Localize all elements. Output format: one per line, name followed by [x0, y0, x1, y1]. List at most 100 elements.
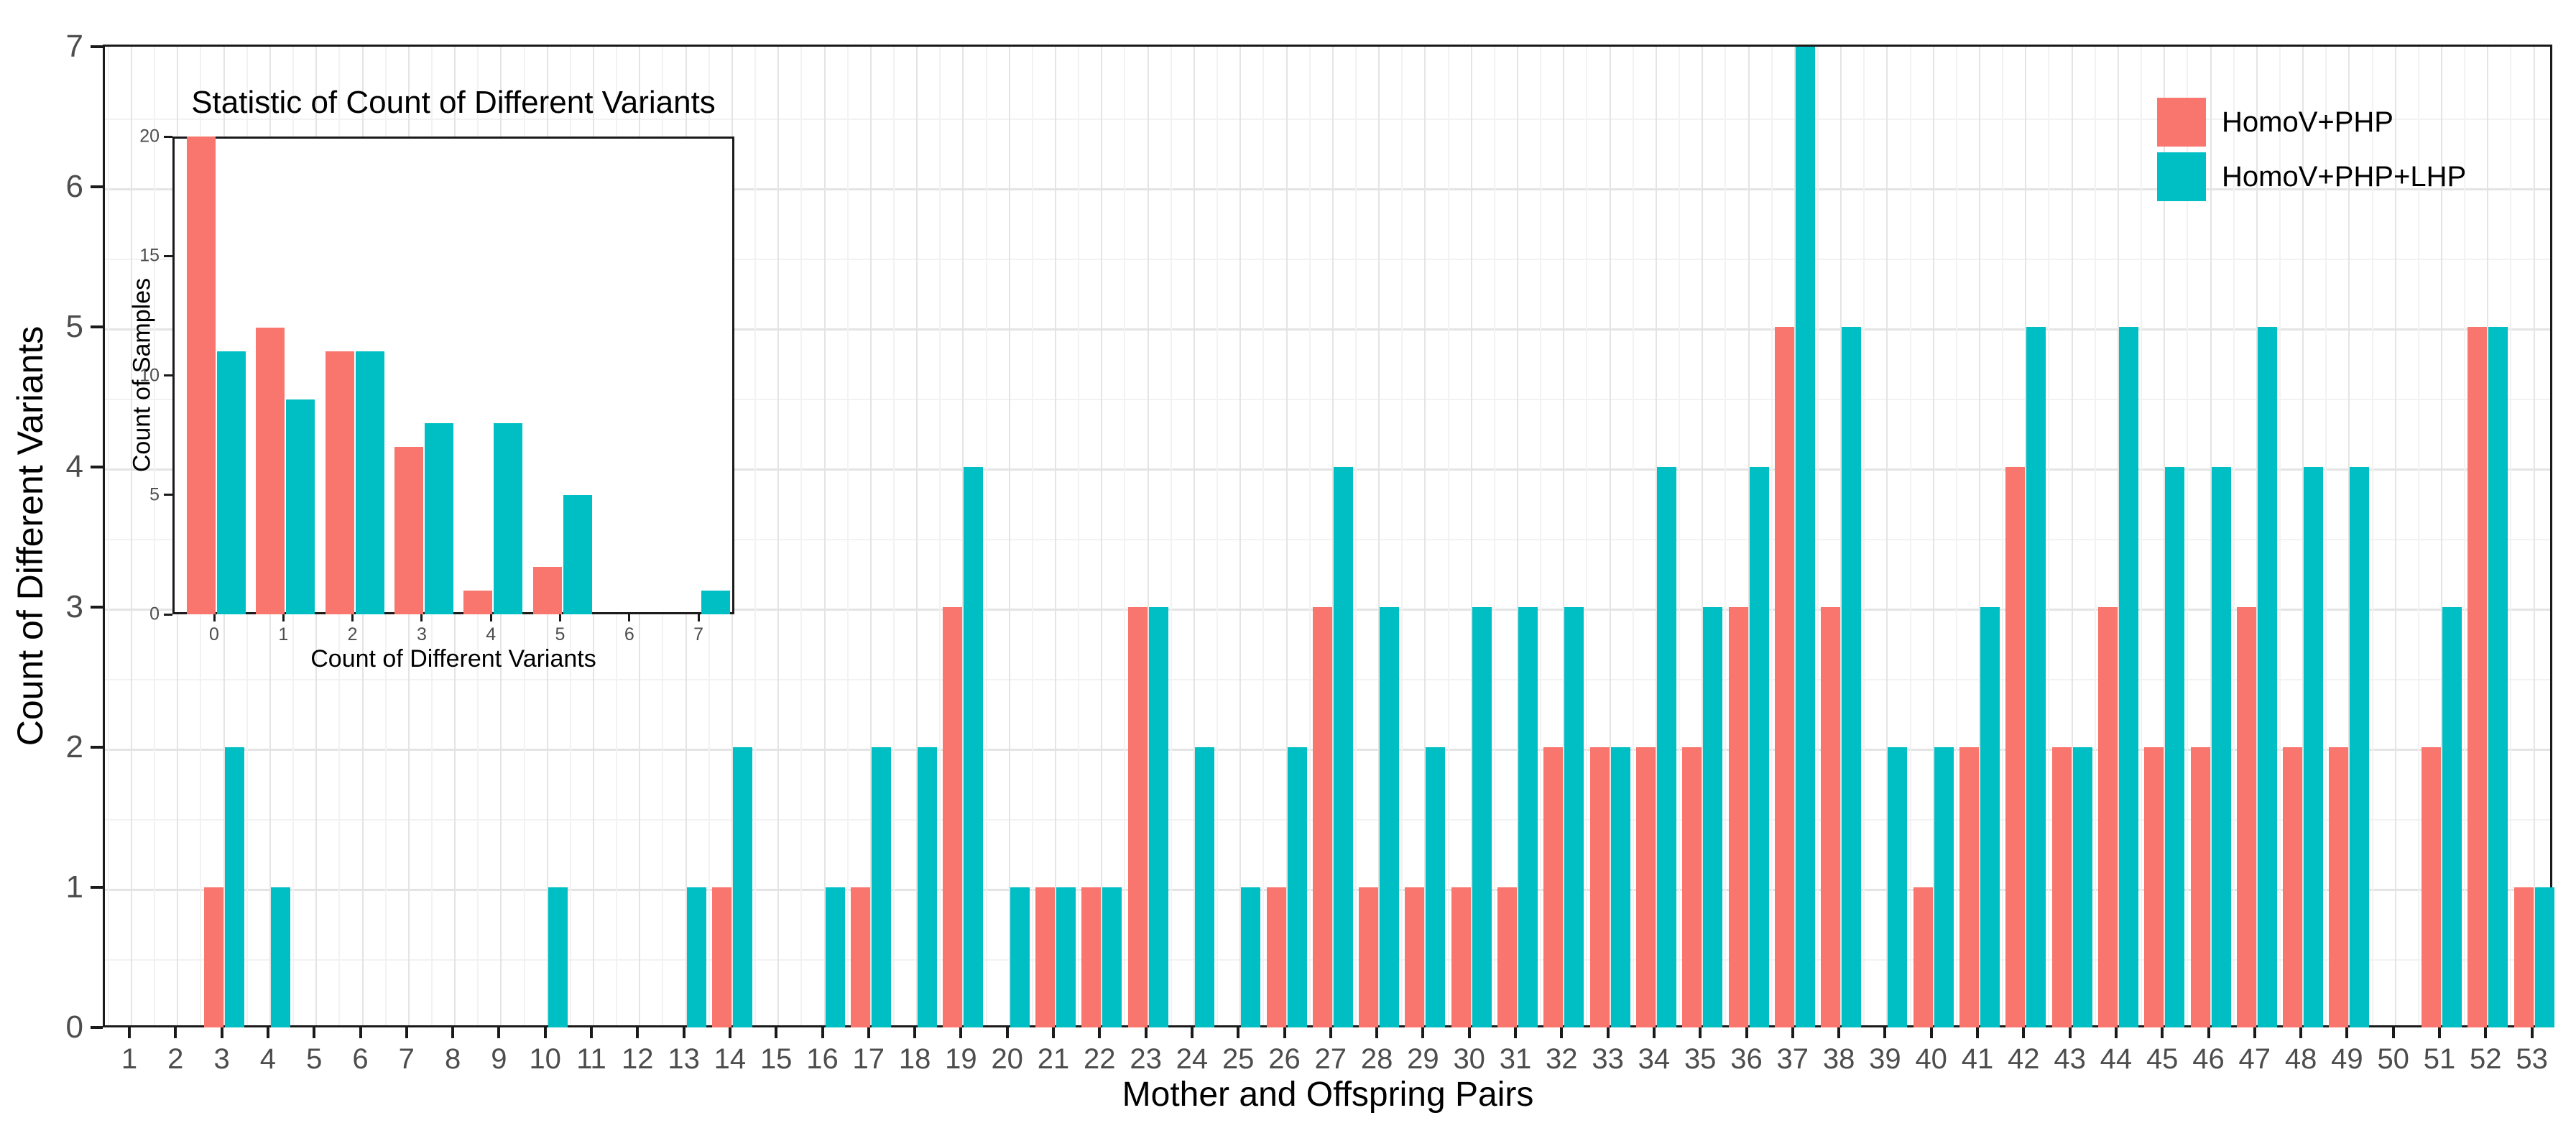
gridline-v-minor	[892, 47, 895, 1025]
bar-homov-php-pair-22	[1081, 887, 1102, 1027]
gridline-v-minor	[2002, 47, 2004, 1025]
bar-homov-php-lhp-pair-43	[2072, 747, 2092, 1027]
inset-y-tick-label: 15	[139, 245, 160, 266]
x-tick-label: 51	[2423, 1043, 2456, 1075]
gridline-v-major	[869, 47, 872, 1025]
gridline-v-major	[2210, 47, 2212, 1025]
inset-x-tick-mark	[628, 614, 631, 621]
inset-bar-homov-php-x0	[187, 137, 216, 614]
x-tick-mark	[1375, 1027, 1379, 1038]
bar-homov-php-lhp-pair-23	[1148, 607, 1168, 1027]
gridline-v-minor	[985, 47, 987, 1025]
gridline-v-major	[1193, 47, 1195, 1025]
x-tick-mark	[2530, 1027, 2534, 1038]
gridline-v-major	[2533, 47, 2535, 1025]
gridline-v-minor	[1447, 47, 1449, 1025]
gridline-v-major	[1702, 47, 1704, 1025]
x-tick-mark	[821, 1027, 824, 1038]
gridline-v-major	[2348, 47, 2350, 1025]
inset-y-tick-label: 5	[149, 484, 160, 505]
x-tick-mark	[1791, 1027, 1794, 1038]
inset-x-tick-mark	[282, 614, 285, 621]
x-tick-label: 13	[668, 1043, 700, 1075]
gridline-v-major	[1979, 47, 1980, 1025]
x-tick-label: 30	[1453, 1043, 1485, 1075]
bar-homov-php-lhp-pair-30	[1472, 607, 1492, 1027]
x-tick-mark	[1329, 1027, 1332, 1038]
bar-homov-php-pair-49	[2329, 747, 2349, 1027]
gridline-v-major	[1609, 47, 1611, 1025]
x-tick-label: 27	[1314, 1043, 1347, 1075]
x-tick-mark	[1606, 1027, 1610, 1038]
x-tick-mark	[728, 1027, 731, 1038]
gridline-v-major	[777, 47, 780, 1025]
gridline-v-major	[1008, 47, 1010, 1025]
x-tick-label: 7	[398, 1043, 415, 1075]
inset-chart-title: Statistic of Count of Different Variants	[191, 85, 716, 120]
x-tick-label: 37	[1776, 1043, 1809, 1075]
gridline-h-minor	[105, 538, 2550, 540]
gridline-v-minor	[2417, 47, 2419, 1025]
gridline-v-minor	[1170, 47, 1172, 1025]
gridline-v-minor	[1031, 47, 1033, 1025]
x-tick-mark	[1745, 1027, 1748, 1038]
y-tick-label: 4	[65, 449, 83, 484]
gridline-v-major	[1932, 47, 1934, 1025]
y-tick-mark	[91, 45, 103, 48]
bar-homov-php-pair-42	[2005, 467, 2026, 1027]
gridline-v-minor	[1493, 47, 1495, 1025]
bar-homov-php-lhp-pair-14	[732, 747, 752, 1027]
bar-homov-php-lhp-pair-33	[1610, 747, 1630, 1027]
x-tick-mark	[1883, 1027, 1887, 1038]
x-tick-mark	[1052, 1027, 1055, 1038]
inset-x-tick-label: 7	[693, 624, 704, 644]
bar-homov-php-lhp-pair-4	[270, 887, 290, 1027]
y-tick-label: 5	[65, 309, 83, 344]
x-tick-label: 9	[491, 1043, 507, 1075]
bar-homov-php-pair-36	[1728, 607, 1748, 1027]
bar-homov-php-pair-31	[1497, 887, 1517, 1027]
x-tick-label: 18	[898, 1043, 931, 1075]
y-tick-mark	[91, 606, 103, 609]
x-tick-mark	[2253, 1027, 2256, 1038]
bar-homov-php-pair-30	[1451, 887, 1471, 1027]
inset-y-tick-label: 0	[149, 604, 160, 624]
inset-x-tick-mark	[351, 614, 354, 621]
gridline-v-major	[1378, 47, 1380, 1025]
inset-bar-homov-php-lhp-x5	[563, 494, 592, 614]
bar-homov-php-pair-28	[1359, 887, 1379, 1027]
x-tick-label: 44	[2100, 1043, 2133, 1075]
bar-homov-php-pair-19	[943, 607, 963, 1027]
bar-homov-php-pair-27	[1312, 607, 1332, 1027]
gridline-v-major	[1101, 47, 1103, 1025]
x-tick-label: 41	[1961, 1043, 1994, 1075]
inset-x-tick-mark	[559, 614, 561, 621]
bar-homov-php-pair-38	[1821, 607, 1841, 1027]
inset-y-tick-label: 10	[139, 365, 160, 385]
inset-bar-homov-php-x1	[256, 328, 285, 614]
x-tick-label: 35	[1684, 1043, 1717, 1075]
bar-homov-php-pair-47	[2236, 607, 2256, 1027]
gridline-v-major	[1147, 47, 1149, 1025]
bar-homov-php-lhp-pair-45	[2165, 467, 2185, 1027]
gridline-h-major	[105, 188, 2550, 190]
x-tick-mark	[590, 1027, 593, 1038]
x-tick-label: 16	[806, 1043, 839, 1075]
gridline-h-minor	[105, 118, 2550, 120]
gridline-h-minor	[105, 398, 2550, 400]
y-tick-label: 0	[65, 1009, 83, 1045]
inset-x-axis-title: Count of Different Variants	[310, 645, 596, 673]
gridline-v-minor	[2141, 47, 2143, 1025]
gridline-v-major	[2025, 47, 2027, 1025]
gridline-v-major	[1239, 47, 1242, 1025]
inset-bar-homov-php-x5	[532, 566, 562, 614]
x-tick-label: 24	[1176, 1043, 1209, 1075]
gridline-v-major	[1331, 47, 1334, 1025]
x-tick-mark	[2299, 1027, 2303, 1038]
gridline-v-major	[1285, 47, 1288, 1025]
x-tick-mark	[1005, 1027, 1009, 1038]
x-tick-mark	[2068, 1027, 2072, 1038]
bar-homov-php-lhp-pair-37	[1795, 47, 1815, 1027]
x-axis-title: Mother and Offspring Pairs	[1122, 1076, 1534, 1114]
